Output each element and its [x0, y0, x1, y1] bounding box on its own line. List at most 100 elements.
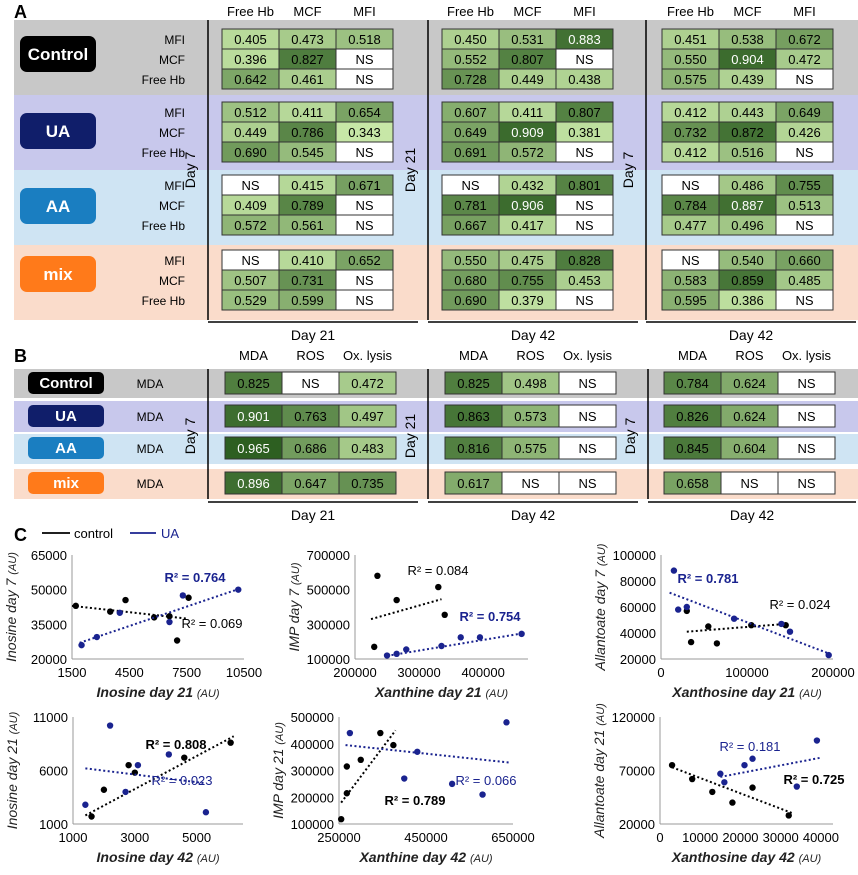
heatmap-cell-value: 0.411: [292, 105, 324, 120]
heatmap-cell-value: 0.443: [731, 105, 764, 120]
data-point-control: [688, 775, 696, 783]
heatmap-cell-value: 0.405: [234, 32, 267, 47]
row-label: MFI: [164, 254, 185, 268]
side-label-day: Day 7: [622, 418, 638, 455]
x-axis-label: Xanthosine day 21 (AU): [671, 684, 822, 700]
data-point-control: [181, 754, 188, 761]
heatmap-cell-value: 0.516: [731, 145, 764, 160]
y-tick-label: 300000: [291, 764, 334, 779]
heatmap-cell-value: 0.415: [291, 178, 324, 193]
trendline-ua: [79, 587, 241, 644]
heatmap-cell-value: NS: [575, 52, 593, 67]
heatmap-cell-value: 0.690: [234, 145, 267, 160]
r-squared-control: R² = 0.789: [384, 793, 445, 808]
heatmap-cell-value: 0.473: [291, 32, 324, 47]
x-tick-label: 250000: [317, 830, 360, 845]
data-point-control: [393, 596, 400, 604]
group-badge-control: [28, 372, 104, 394]
heatmap-cell-value: NS: [241, 178, 259, 193]
x-axis-label: Xanthine day 42 (AU): [358, 849, 492, 865]
data-point-control: [337, 815, 345, 823]
data-point-ua: [479, 791, 486, 798]
x-tick-label: 0: [656, 830, 663, 845]
data-point-control: [122, 596, 129, 604]
data-point-control: [100, 786, 108, 793]
heatmap-cell-value: 0.512: [234, 105, 267, 120]
x-tick-label: 1500: [58, 665, 87, 680]
y-axis-label: Allantoate day 21 (AU): [591, 703, 607, 839]
column-header: ROS: [296, 348, 325, 363]
row-label: MFI: [164, 179, 185, 193]
y-axis-label: Inosine day 7 (AU): [3, 552, 19, 662]
data-point-control: [72, 602, 80, 610]
data-point-ua: [793, 783, 800, 790]
group-badge-aa: [28, 437, 104, 459]
bottom-label-day: Day 42: [729, 327, 774, 343]
data-point-control: [749, 784, 756, 791]
x-tick-label: 450000: [404, 830, 447, 845]
heatmap-cell-value: NS: [521, 476, 539, 491]
heatmap-cell-value: 0.755: [788, 178, 821, 193]
heatmap-cell-value: NS: [355, 273, 373, 288]
data-point-ua: [383, 652, 391, 659]
data-point-control: [343, 790, 351, 797]
data-point-ua: [166, 618, 173, 626]
y-tick-label: 80000: [620, 574, 656, 589]
heatmap-cell-value: 0.561: [291, 218, 324, 233]
scatter-plot-5: 250000 450000 650000 100000 200000 300000 4000…: [270, 710, 535, 865]
legend-control-label: control: [74, 526, 113, 541]
y-axis-label: Allantoate day 7 (AU): [592, 543, 608, 671]
heatmap-cell-value: 0.439: [731, 72, 764, 87]
heatmap-cell-value: 0.624: [733, 409, 766, 424]
x-tick-label: 0: [657, 665, 664, 680]
row-label: MDA: [137, 442, 164, 456]
x-axis-label: Inosine day 21 (AU): [97, 684, 220, 700]
r-squared-control: R² = 0.725: [783, 772, 844, 787]
heatmap-cell-value: NS: [797, 441, 815, 456]
r-squared-control: R² = 0.024: [769, 597, 830, 612]
heatmap-cell-value: NS: [797, 476, 815, 491]
heatmap-cell-value: 0.906: [511, 198, 544, 213]
heatmap-cell-value: NS: [575, 218, 593, 233]
y-axis-unit: (AU): [290, 562, 302, 585]
y-axis-unit: (AU): [7, 552, 19, 575]
heatmap-cell: [558, 371, 617, 395]
trendline-ua: [345, 744, 509, 764]
heatmap-cell-value: NS: [575, 198, 593, 213]
heatmap-cell-value: 0.872: [731, 125, 764, 140]
heatmap-cell-value: 0.545: [291, 145, 324, 160]
heatmap-cell: [775, 141, 834, 163]
heatmap-cell-value: 0.498: [514, 376, 547, 391]
heatmap-cell-value: NS: [795, 72, 813, 87]
side-label-day: Day 7: [182, 418, 198, 455]
y-axis-unit: (AU): [274, 722, 286, 745]
heatmap-cell-value: 0.807: [568, 105, 601, 120]
group-badge-control: [20, 36, 96, 72]
heatmap-cell-value: 0.379: [511, 293, 544, 308]
heatmap-cell-value: 0.409: [234, 198, 267, 213]
heatmap-cell-value: 0.825: [457, 376, 490, 391]
heatmap-cell-value: NS: [578, 409, 596, 424]
heatmap-cell-value: 0.672: [788, 32, 821, 47]
row-label: MFI: [164, 33, 185, 47]
heatmap-cell-value: 0.552: [454, 52, 487, 67]
heatmap-cell-value: 0.575: [514, 441, 547, 456]
heatmap-cell-value: NS: [681, 253, 699, 268]
heatmap-cell-value: NS: [355, 198, 373, 213]
heatmap-cell-value: 0.617: [457, 476, 490, 491]
heatmap-cell-value: 0.477: [674, 218, 707, 233]
heatmap-cell-value: NS: [575, 145, 593, 160]
column-header: MDA: [459, 348, 488, 363]
data-point-ua: [403, 646, 410, 653]
heatmap-cell-value: NS: [795, 293, 813, 308]
y-axis-unit: (AU): [8, 711, 20, 734]
heatmap-cell-value: 0.412: [674, 145, 707, 160]
data-point-control: [374, 572, 381, 579]
data-point-control: [173, 637, 181, 644]
trendline-control: [84, 735, 235, 817]
data-point-ua: [179, 592, 187, 599]
group-badge-label: mix: [43, 265, 73, 284]
data-point-ua: [683, 603, 690, 611]
heatmap-cell-value: 0.475: [511, 253, 544, 268]
heatmap-cell-value: 0.755: [511, 273, 544, 288]
